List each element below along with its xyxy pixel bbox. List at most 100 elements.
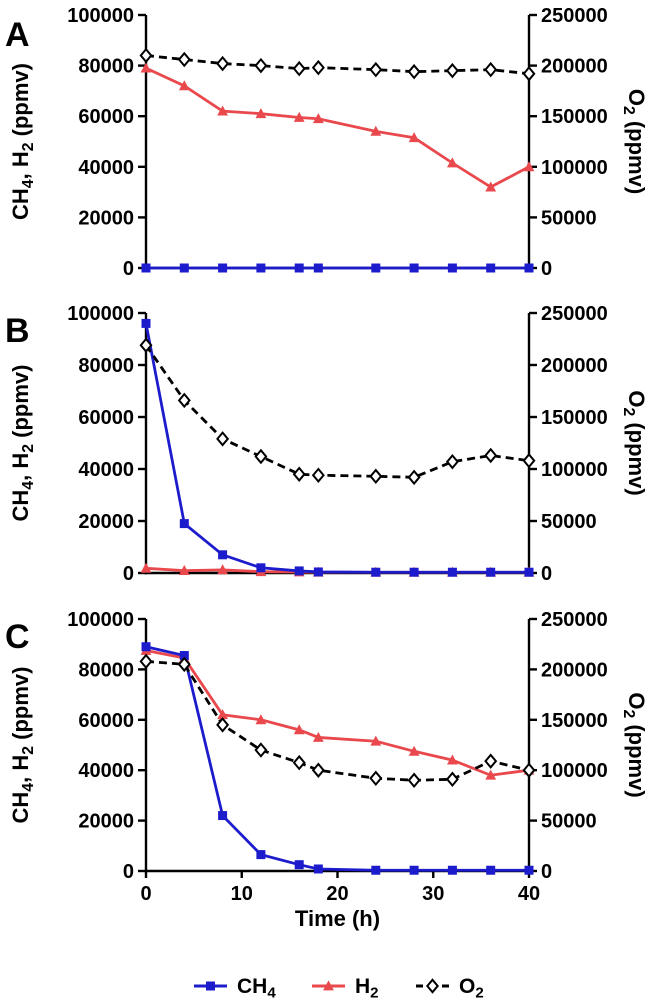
right-tick-label: 0 <box>541 861 552 883</box>
x-tick-label: 10 <box>231 883 253 905</box>
marker-o2-panel-A <box>369 61 383 78</box>
marker-h2-panel-A <box>255 108 267 119</box>
series-line-o2-panel-B <box>144 344 530 479</box>
marker-h2-panel-A <box>217 105 228 116</box>
marker-ch4-panel-C <box>371 865 381 875</box>
marker-o2-panel-C <box>216 717 230 733</box>
marker-o2-panel-A <box>311 59 325 76</box>
right-tick-label: 50000 <box>541 207 597 229</box>
x-tick-label: 20 <box>326 883 348 905</box>
marker-o2-panel-B <box>522 452 536 469</box>
marker-ch4-panel-A <box>409 263 419 273</box>
marker-o2-panel-A <box>522 65 536 82</box>
marker-o2-panel-C <box>407 772 421 789</box>
left-tick-label: 60000 <box>78 106 134 128</box>
left-tick-label: 80000 <box>78 659 134 681</box>
legend-label-h2: H2 <box>355 975 379 1001</box>
marker-h2-panel-A <box>485 181 497 192</box>
series-line-o2-panel-C <box>145 659 530 782</box>
marker-o2-panel-C <box>292 754 306 771</box>
marker-ch4-panel-A <box>141 263 151 273</box>
marker-ch4-panel-C <box>218 811 228 821</box>
right-tick-label: 200000 <box>541 355 608 377</box>
left-tick-label: 20000 <box>78 811 134 833</box>
right-tick-label: 150000 <box>541 106 608 128</box>
left-tick-label: 100000 <box>67 303 134 325</box>
marker-ch4-panel-C <box>313 864 323 874</box>
marker-h2-panel-A <box>408 132 420 143</box>
marker-o2-panel-B <box>369 468 383 485</box>
right-tick-label: 100000 <box>541 459 608 481</box>
marker-o2-panel-A <box>292 60 306 77</box>
marker-o2-panel-A <box>177 51 191 68</box>
marker-h2-panel-B <box>178 565 190 576</box>
marker-o2-panel-C <box>445 771 459 788</box>
marker-ch4-panel-A <box>447 263 457 273</box>
marker-o2-panel-C <box>522 762 536 778</box>
x-tick-label: 40 <box>518 883 540 905</box>
left-tick-label: 40000 <box>78 760 134 782</box>
marker-o2-panel-B <box>292 466 306 482</box>
right-tick-label: 150000 <box>541 710 608 732</box>
marker-h2-panel-A <box>370 125 382 136</box>
marker-o2-panel-B <box>177 392 191 409</box>
y-axis-title-right: O2 (ppmv) <box>620 692 649 797</box>
marker-h2-panel-C <box>217 709 228 720</box>
marker-ch4-panel-A <box>524 263 534 273</box>
marker-o2-panel-A <box>484 61 498 78</box>
marker-o2-panel-A <box>445 62 459 79</box>
marker-h2-panel-A <box>140 62 152 73</box>
left-tick-label: 80000 <box>78 355 134 377</box>
series-line-ch4-panel-C <box>145 645 529 872</box>
left-tick-label: 40000 <box>78 157 134 179</box>
marker-ch4-panel-C <box>409 865 419 875</box>
marker-ch4-panel-B <box>524 567 534 577</box>
left-tick-label: 100000 <box>67 609 134 631</box>
marker-o2-panel-C <box>484 753 498 769</box>
marker-ch4-panel-B <box>141 318 151 328</box>
marker-ch4-panel-B <box>294 566 304 576</box>
marker-h2-panel-A <box>178 80 190 91</box>
marker-ch4-panel-B <box>486 567 496 577</box>
marker-h2-panel-C <box>370 735 382 746</box>
marker-ch4-panel-B <box>371 567 381 577</box>
marker-ch4-panel-A <box>313 263 323 273</box>
marker-h2-panel-C <box>255 714 267 725</box>
y-axis-title-left: CH4, H2 (ppmv) <box>8 365 37 522</box>
left-tick-label: 60000 <box>78 710 134 732</box>
left-tick-label: 100000 <box>67 5 134 27</box>
right-tick-label: 100000 <box>541 760 608 782</box>
right-tick-label: 0 <box>541 258 552 280</box>
left-tick-label: 20000 <box>78 511 134 533</box>
marker-o2-panel-C <box>254 742 268 758</box>
marker-o2-panel-C <box>139 653 153 670</box>
marker-h2-panel-B <box>140 562 152 573</box>
marker-ch4-panel-B <box>256 563 266 573</box>
x-tick-label: 0 <box>140 883 151 905</box>
y-axis-title-right: O2 (ppmv) <box>620 390 649 495</box>
marker-ch4-panel-A <box>218 263 228 273</box>
series-line-h2-panel-C <box>145 649 530 777</box>
marker-ch4-panel-A <box>371 263 381 273</box>
panel-letter-B: B <box>5 312 30 350</box>
left-tick-label: 0 <box>123 861 134 883</box>
right-tick-label: 250000 <box>541 609 608 631</box>
legend-marker-o2 <box>425 978 440 994</box>
marker-ch4-panel-C <box>256 850 266 860</box>
right-tick-label: 200000 <box>541 56 608 78</box>
legend-marker-ch4 <box>206 981 215 991</box>
legend-label-ch4: CH4 <box>237 975 276 1001</box>
marker-h2-panel-B <box>217 564 228 575</box>
marker-o2-panel-B <box>216 431 230 447</box>
legend-label-o2: O2 <box>459 975 484 1001</box>
marker-h2-panel-C <box>312 731 324 742</box>
marker-o2-panel-B <box>445 453 459 470</box>
panel-letter-A: A <box>5 16 30 54</box>
marker-o2-panel-C <box>177 656 191 673</box>
y-axis-title-left: CH4, H2 (ppmv) <box>8 667 37 824</box>
marker-ch4-panel-C <box>294 860 304 870</box>
marker-o2-panel-A <box>139 47 153 64</box>
marker-ch4-panel-C <box>179 651 189 661</box>
marker-h2-panel-C <box>293 724 305 735</box>
